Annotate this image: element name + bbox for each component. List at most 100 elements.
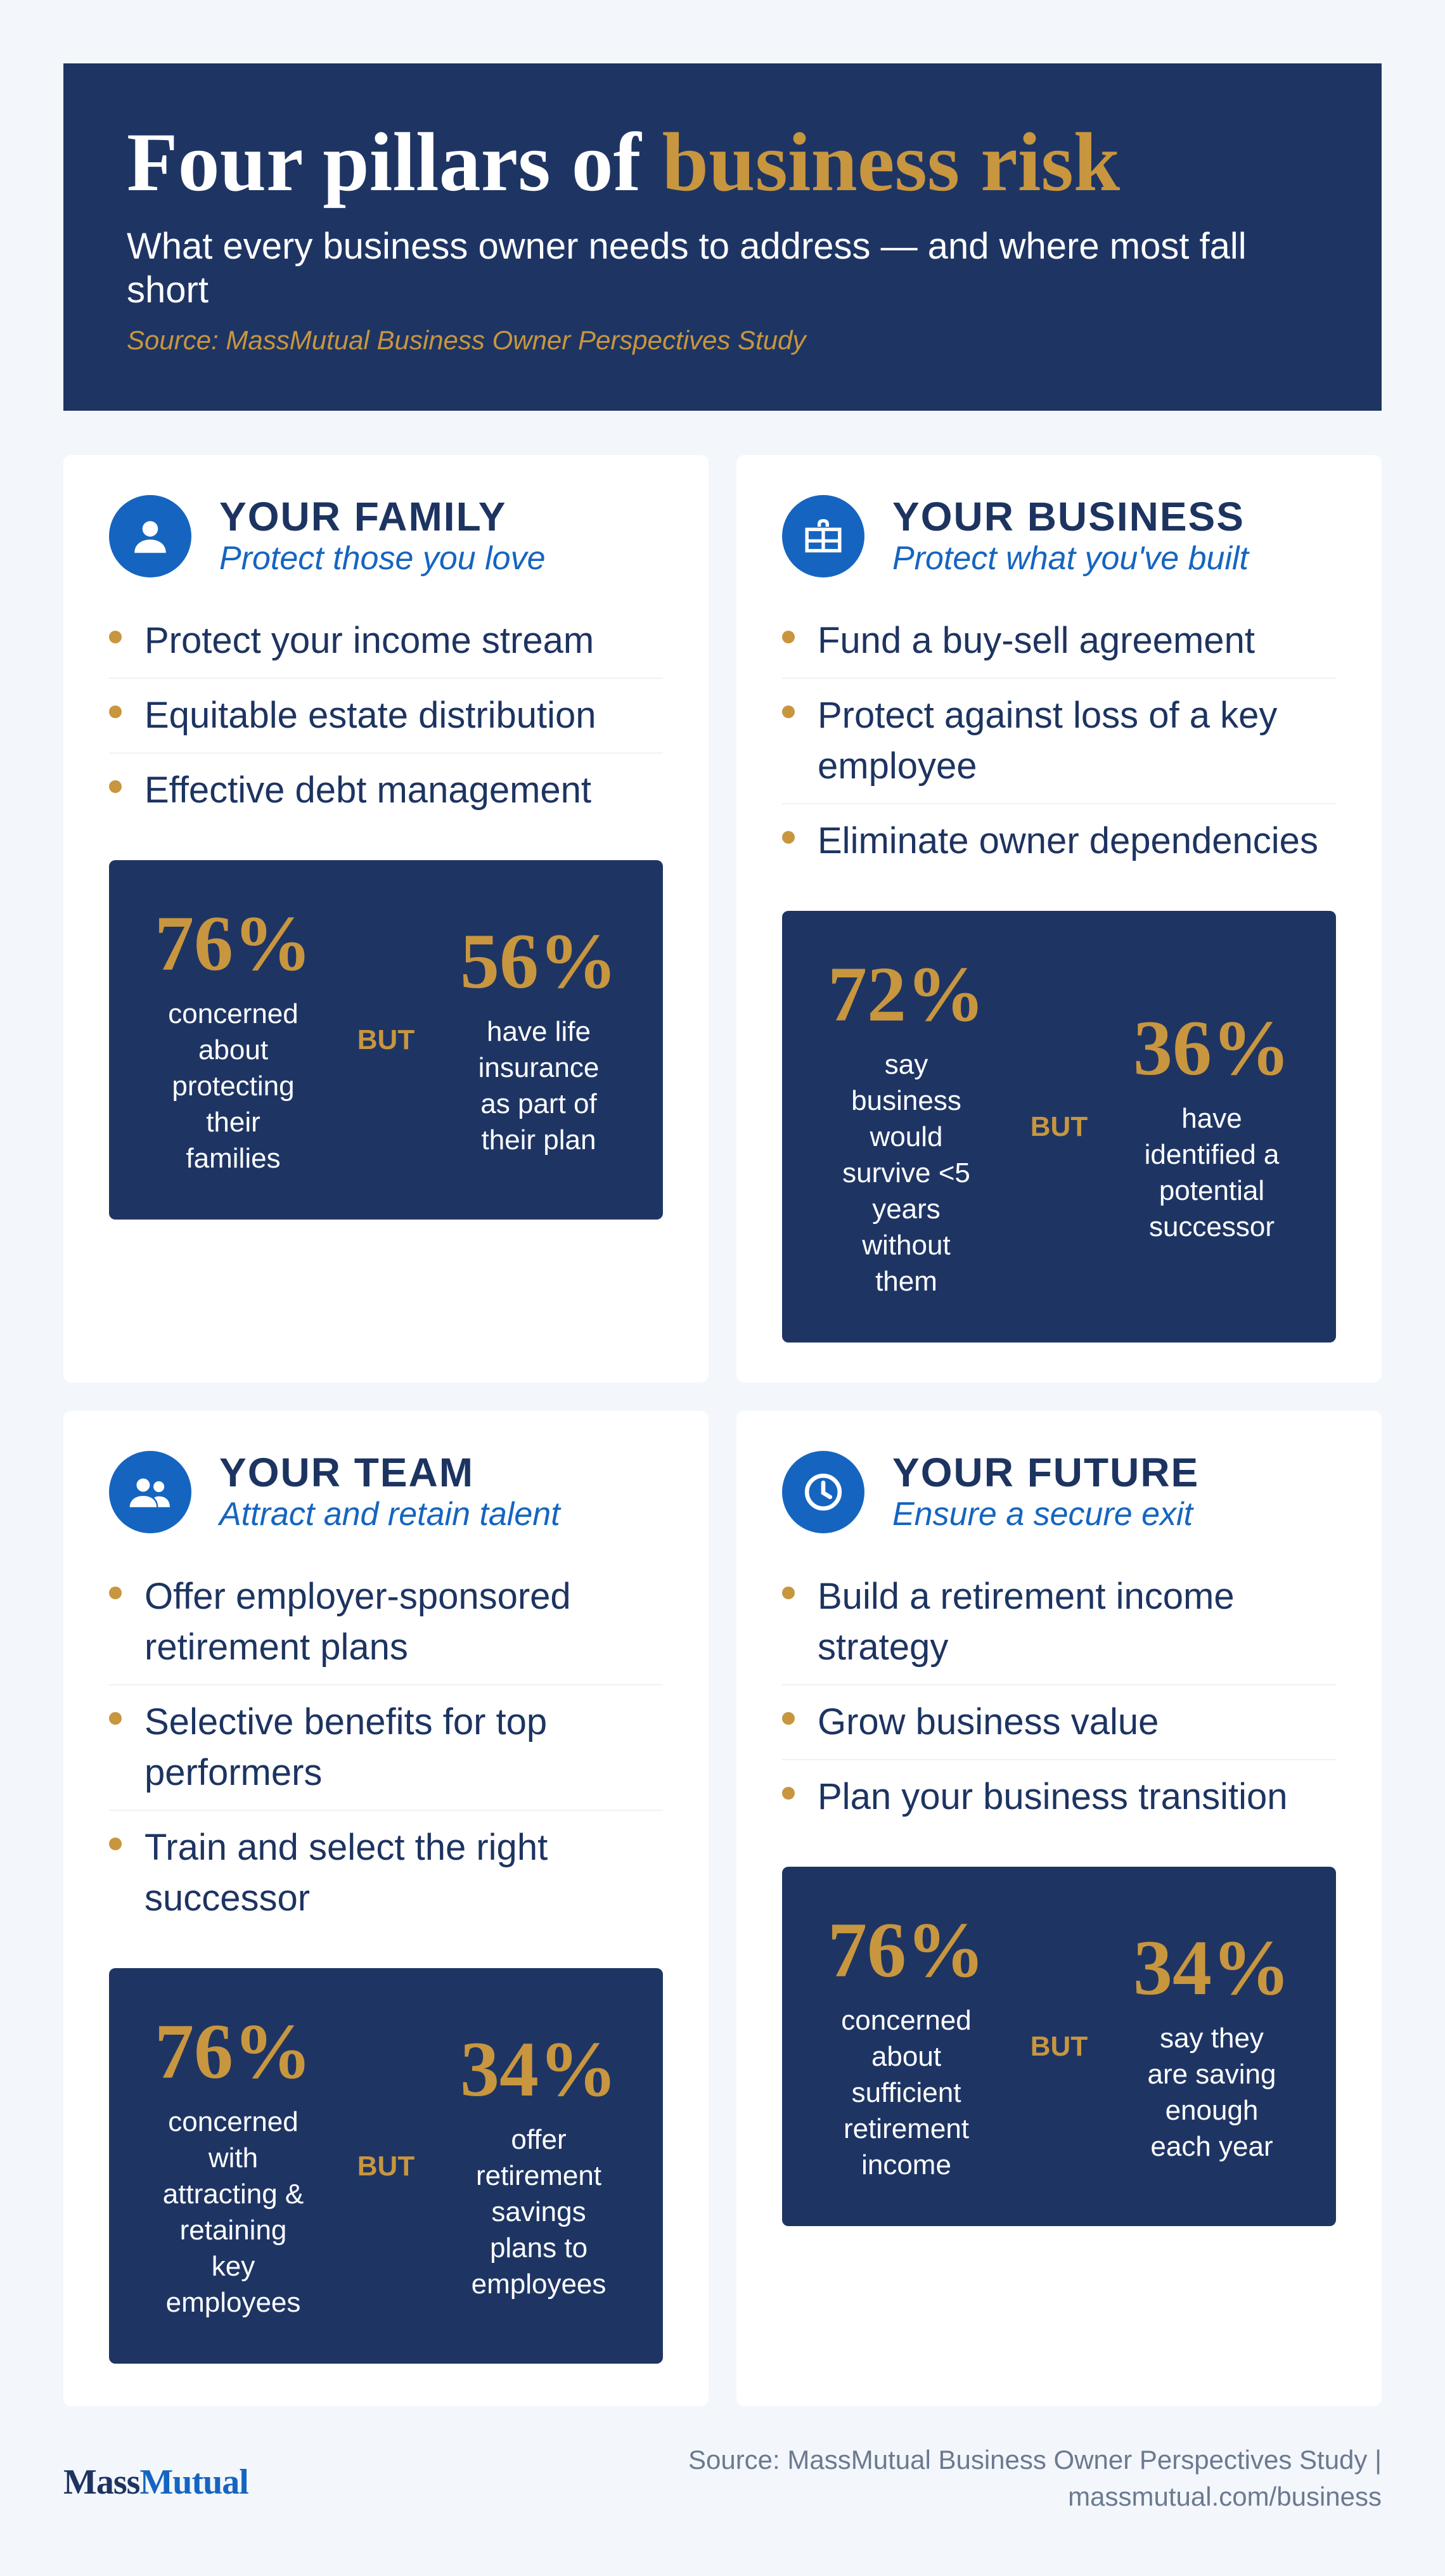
card-header: YOUR TEAM Attract and retain talent [109, 1450, 663, 1535]
clock-icon [782, 1451, 864, 1534]
bullet-dot-icon [109, 1586, 122, 1599]
header-source: Source: MassMutual Business Owner Perspe… [127, 325, 806, 355]
pillar-list: Fund a buy-sell agreement Protect agains… [782, 604, 1336, 878]
card-header: YOUR BUSINESS Protect what you've built [782, 494, 1336, 579]
card-business: YOUR BUSINESS Protect what you've built … [736, 455, 1382, 1382]
footer-url: massmutual.com/business [1068, 2482, 1382, 2511]
stat-comparison: 76% concerned about sufficient retiremen… [782, 1866, 1336, 2226]
card-titles: YOUR BUSINESS Protect what you've built [892, 494, 1249, 579]
list-item: Protect your income stream [109, 604, 663, 679]
bullet-dot-icon [782, 630, 795, 643]
list-item: Eliminate owner dependencies [782, 804, 1336, 878]
stat-connector: BUT [1030, 1111, 1088, 1143]
bullet-dot-icon [782, 1586, 795, 1599]
list-item: Plan your business transition [782, 1760, 1336, 1834]
business-icon [782, 495, 864, 578]
stat-value: 76% [155, 899, 312, 987]
stat-value: 76% [155, 2007, 312, 2095]
footer-source: Source: MassMutual Business Owner Perspe… [558, 2442, 1382, 2515]
list-item-text: Selective benefits for top performers [144, 1701, 548, 1793]
list-item-text: Train and select the right successor [144, 1826, 548, 1919]
card-tagline: Attract and retain talent [219, 1496, 560, 1533]
stat-label: concerned about protecting their familie… [168, 998, 299, 1174]
stat-value: 56% [460, 918, 617, 1005]
stat-value: 72% [828, 950, 985, 1038]
card-title: YOUR FAMILY [219, 494, 507, 539]
list-item-text: Effective debt management [144, 769, 592, 811]
stat-right: 34% say they are saving enough each year [1113, 1929, 1311, 2165]
stat-label: concerned about sufficient retirement in… [841, 2004, 972, 2180]
bullet-dot-icon [109, 705, 122, 718]
list-item: Offer employer-sponsored retirement plan… [109, 1560, 663, 1685]
list-item: Grow business value [782, 1685, 1336, 1760]
stat-label: concerned with attracting & retaining ke… [162, 2106, 304, 2318]
stat-value: 34% [1133, 1924, 1290, 2012]
person-icon [109, 495, 191, 578]
massmutual-logo: MassMutual [63, 2462, 249, 2502]
list-item-text: Equitable estate distribution [144, 694, 596, 736]
card-title: YOUR TEAM [219, 1450, 474, 1495]
card-family: YOUR FAMILY Protect those you love Prote… [63, 455, 709, 1382]
list-item-text: Plan your business transition [818, 1775, 1288, 1817]
bullet-dot-icon [782, 1786, 795, 1800]
stat-left: 76% concerned about sufficient retiremen… [807, 1906, 1005, 2183]
logo-mass: Mass [63, 2463, 140, 2502]
card-header: YOUR FAMILY Protect those you love [109, 494, 663, 579]
list-item: Effective debt management [109, 754, 663, 827]
stat-label: have identified a potential successor [1144, 1103, 1280, 1243]
list-item-text: Fund a buy-sell agreement [818, 619, 1255, 661]
pillar-list: Offer employer-sponsored retirement plan… [109, 1560, 663, 1935]
bullet-dot-icon [782, 830, 795, 844]
stat-label: say they are saving enough each year [1147, 2023, 1276, 2163]
footer-source-line: Source: MassMutual Business Owner Perspe… [688, 2445, 1382, 2475]
stat-value: 34% [460, 2026, 617, 2113]
pillar-list: Protect your income stream Equitable est… [109, 604, 663, 827]
team-icon [109, 1451, 191, 1534]
stat-right: 34% offer retirement savings plans to em… [440, 2030, 638, 2302]
card-titles: YOUR FAMILY Protect those you love [219, 494, 546, 579]
list-item-text: Offer employer-sponsored retirement plan… [144, 1575, 571, 1668]
card-titles: YOUR FUTURE Ensure a secure exit [892, 1450, 1199, 1535]
title-main: Four pillars of [127, 115, 641, 209]
card-title: YOUR BUSINESS [892, 494, 1245, 539]
card-tagline: Protect what you've built [892, 540, 1249, 577]
card-header: YOUR FUTURE Ensure a secure exit [782, 1450, 1336, 1535]
list-item-text: Protect your income stream [144, 619, 594, 661]
header-banner: Four pillars of business risk What every… [63, 63, 1382, 411]
stat-right: 36% have identified a potential successo… [1113, 1009, 1311, 1245]
card-titles: YOUR TEAM Attract and retain talent [219, 1450, 560, 1535]
bullet-dot-icon [109, 630, 122, 643]
stat-left: 72% say business would survive <5 years … [807, 955, 1005, 1299]
stat-comparison: 72% say business would survive <5 years … [782, 910, 1336, 1343]
stat-comparison: 76% concerned about protecting their fam… [109, 860, 663, 1220]
title-accent: business risk [662, 115, 1121, 209]
stat-connector: BUT [357, 2150, 415, 2182]
card-tagline: Ensure a secure exit [892, 1496, 1193, 1533]
list-item-text: Build a retirement income strategy [818, 1575, 1235, 1668]
bullet-dot-icon [109, 1837, 122, 1850]
card-tagline: Protect those you love [219, 540, 546, 577]
bullet-dot-icon [109, 780, 122, 793]
stat-label: offer retirement savings plans to employ… [471, 2124, 607, 2300]
list-item-text: Eliminate owner dependencies [818, 820, 1318, 861]
stat-left: 76% concerned about protecting their fam… [134, 899, 332, 1176]
logo-mutual: Mutual [139, 2463, 248, 2502]
stat-label: have life insurance as part of their pla… [478, 1016, 600, 1156]
card-future: YOUR FUTURE Ensure a secure exit Build a… [736, 1411, 1382, 2406]
list-item-text: Grow business value [818, 1701, 1159, 1742]
stat-comparison: 76% concerned with attracting & retainin… [109, 1967, 663, 2364]
stat-label: say business would survive <5 years with… [842, 1048, 970, 1297]
page-subtitle: What every business owner needs to addre… [127, 225, 1247, 311]
stat-right: 56% have life insurance as part of their… [440, 922, 638, 1158]
card-title: YOUR FUTURE [892, 1450, 1200, 1495]
stat-connector: BUT [357, 1024, 415, 1056]
bullet-dot-icon [782, 1711, 795, 1725]
list-item: Protect against loss of a key employee [782, 679, 1336, 804]
stat-value: 76% [828, 1906, 985, 1993]
list-item: Train and select the right successor [109, 1811, 663, 1935]
stat-connector: BUT [1030, 2031, 1088, 2063]
card-team: YOUR TEAM Attract and retain talent Offe… [63, 1411, 709, 2406]
stat-value: 36% [1133, 1005, 1290, 1092]
bullet-dot-icon [109, 1711, 122, 1725]
list-item-text: Protect against loss of a key employee [818, 694, 1278, 787]
